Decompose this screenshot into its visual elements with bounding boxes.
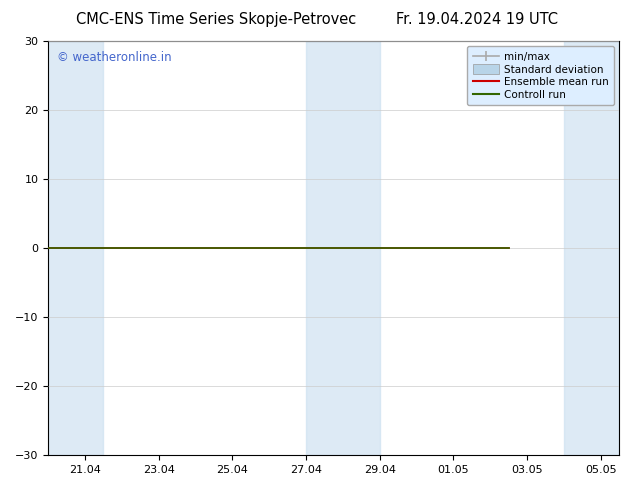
Bar — [306, 41, 380, 455]
Text: © weatheronline.in: © weatheronline.in — [57, 51, 171, 64]
Bar — [564, 41, 619, 455]
Legend: min/max, Standard deviation, Ensemble mean run, Controll run: min/max, Standard deviation, Ensemble me… — [467, 46, 614, 105]
Bar — [48, 41, 103, 455]
Text: Fr. 19.04.2024 19 UTC: Fr. 19.04.2024 19 UTC — [396, 12, 558, 27]
Text: CMC-ENS Time Series Skopje-Petrovec: CMC-ENS Time Series Skopje-Petrovec — [76, 12, 356, 27]
